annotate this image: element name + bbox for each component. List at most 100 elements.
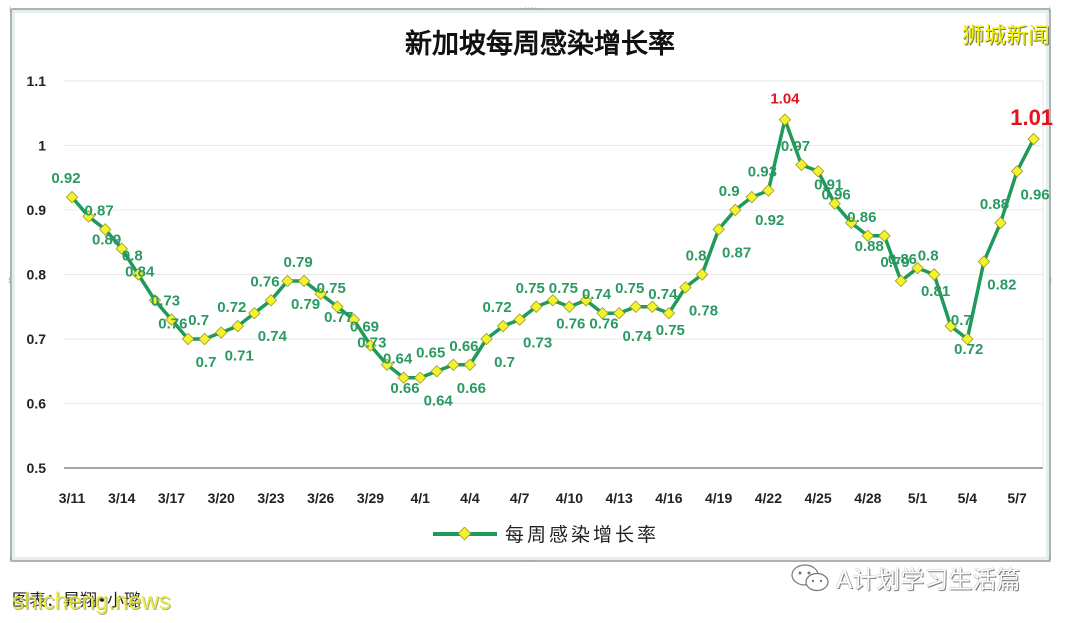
data-point-marker[interactable] [380,358,394,372]
data-point-marker[interactable] [961,332,974,346]
data-label: 0.79 [880,254,909,271]
data-label: 0.72 [482,299,511,316]
data-series [65,113,1040,384]
data-point-marker[interactable] [1027,132,1040,146]
data-point-marker[interactable] [811,165,825,178]
data-point-marker[interactable] [148,294,162,307]
data-label: 0.76 [250,273,279,290]
data-label: 0.79 [291,296,320,313]
data-point-marker[interactable] [662,306,676,320]
highlight-data-label: 1.04 [770,91,800,108]
data-point-marker[interactable] [878,229,891,243]
data-point-marker[interactable] [297,274,311,288]
data-point-marker[interactable] [463,358,477,372]
data-point-marker[interactable] [82,210,95,223]
wechat-account-name: A计划学习生活篇 [836,566,1021,594]
data-point-marker[interactable] [98,223,112,236]
data-point-marker[interactable] [596,306,609,320]
data-point-marker[interactable] [911,261,924,275]
data-label: 0.81 [921,283,950,300]
data-point-marker[interactable] [331,300,344,313]
data-point-marker[interactable] [679,281,692,294]
data-point-marker[interactable] [712,223,725,236]
data-label: 0.84 [125,264,155,281]
data-point-marker[interactable] [745,190,759,204]
data-point-marker[interactable] [894,274,908,288]
data-point-marker[interactable] [977,255,991,268]
data-point-marker[interactable] [198,332,211,346]
data-point-marker[interactable] [695,268,709,281]
data-point-marker[interactable] [65,190,79,204]
data-label: 0.89 [92,231,121,248]
resize-handle-left[interactable]: ⁞ [8,276,12,285]
resize-handle-bottom-right[interactable]: ⁞ [1048,555,1052,564]
x-tick-label: 3/20 [208,490,235,506]
data-point-marker[interactable] [364,339,377,352]
data-point-marker[interactable] [430,365,443,378]
data-point-marker[interactable] [927,268,941,281]
highlight-data-label: 1.01 [1010,105,1053,130]
data-label: 0.97 [781,138,810,155]
data-point-marker[interactable] [944,319,957,333]
data-point-marker[interactable] [447,358,460,372]
data-point-marker[interactable] [214,326,228,339]
data-point-marker[interactable] [795,158,808,172]
data-point-marker[interactable] [264,294,278,307]
data-point-marker[interactable] [181,332,195,346]
data-point-marker[interactable] [563,300,576,313]
data-label: 0.66 [449,338,478,355]
data-point-marker[interactable] [132,268,145,281]
resize-handle-bottom[interactable]: ···· [524,557,539,566]
data-point-marker[interactable] [778,113,792,126]
data-point-marker[interactable] [248,306,261,320]
data-label: 0.72 [954,341,983,358]
data-point-marker[interactable] [530,300,543,313]
data-label: 0.7 [494,354,515,371]
resize-handle-right[interactable]: ⁞ [1049,276,1053,285]
x-tick-label: 3/14 [108,490,135,506]
data-point-marker[interactable] [612,306,626,320]
data-point-marker[interactable] [314,287,327,301]
data-point-marker[interactable] [397,371,410,384]
data-point-marker[interactable] [1010,165,1024,178]
data-point-marker[interactable] [231,319,245,333]
data-point-marker[interactable] [281,274,294,288]
x-tick-label: 4/1 [410,490,430,506]
x-tick-label: 4/10 [556,490,583,506]
data-point-marker[interactable] [115,242,128,255]
data-label: 0.8 [918,248,939,265]
data-label: 0.66 [390,380,419,397]
y-axis-ticks: 0.5 0.6 0.7 0.8 0.9 1 1.1 [27,73,47,476]
resize-handle-top[interactable]: ···· [524,4,539,13]
data-label: 0.71 [225,348,254,365]
data-point-marker[interactable] [480,332,493,346]
data-label: 0.7 [188,312,209,329]
data-point-marker[interactable] [629,300,642,313]
data-label: 0.87 [722,244,751,261]
data-point-marker[interactable] [579,294,593,307]
resize-handle-top-left[interactable]: ⁞ [9,5,13,14]
data-label: 0.64 [383,351,413,368]
x-tick-label: 3/29 [357,490,384,506]
data-point-marker[interactable] [347,313,361,326]
data-point-marker[interactable] [861,229,875,243]
data-point-marker[interactable] [994,216,1007,230]
resize-handle-top-right[interactable]: ⁞ [1048,5,1052,14]
data-point-marker[interactable] [828,197,841,210]
data-point-marker[interactable] [513,313,526,326]
data-point-marker[interactable] [165,313,178,326]
x-tick-label: 4/16 [655,490,682,506]
data-label: 0.76 [589,315,618,332]
data-point-marker[interactable] [546,294,560,307]
y-tick-label: 0.6 [27,396,47,412]
data-point-marker[interactable] [728,203,742,217]
data-label: 0.82 [987,277,1016,294]
data-point-marker[interactable] [496,319,510,333]
data-point-marker[interactable] [762,184,775,197]
data-point-marker[interactable] [413,371,427,384]
resize-handle-bottom-left[interactable]: ⁞ [9,555,13,564]
data-point-marker[interactable] [646,300,659,313]
data-label: 0.73 [151,293,180,310]
data-point-marker[interactable] [845,216,858,230]
